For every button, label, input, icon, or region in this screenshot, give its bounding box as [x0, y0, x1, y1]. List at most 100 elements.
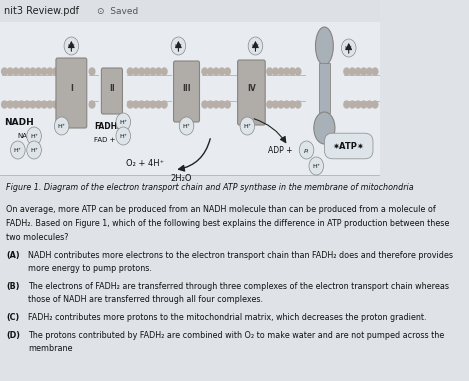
Bar — [319, 63, 330, 113]
Circle shape — [53, 101, 59, 108]
Text: IV: IV — [247, 83, 256, 93]
Circle shape — [8, 68, 13, 75]
Circle shape — [144, 101, 150, 108]
Text: H⁺: H⁺ — [119, 120, 127, 125]
Text: those of NADH are transferred through all four complexes.: those of NADH are transferred through al… — [29, 295, 264, 304]
Circle shape — [156, 68, 161, 75]
Circle shape — [41, 68, 47, 75]
Text: I: I — [70, 83, 73, 93]
Circle shape — [344, 68, 349, 75]
Circle shape — [133, 68, 139, 75]
Circle shape — [278, 101, 284, 108]
Circle shape — [13, 101, 19, 108]
Circle shape — [372, 68, 378, 75]
Circle shape — [219, 68, 225, 75]
Text: more energy to pump protons.: more energy to pump protons. — [29, 264, 152, 273]
Circle shape — [295, 68, 301, 75]
Text: On average, more ATP can be produced from an NADH molecule than can be produced : On average, more ATP can be produced fro… — [7, 205, 436, 214]
Text: III: III — [182, 83, 191, 93]
Circle shape — [202, 68, 208, 75]
Circle shape — [30, 68, 36, 75]
Circle shape — [171, 37, 186, 55]
Text: ADP +: ADP + — [268, 146, 295, 155]
Text: H⁺: H⁺ — [251, 43, 259, 48]
Ellipse shape — [314, 112, 335, 144]
Circle shape — [53, 68, 59, 75]
Text: FADH₂. Based on Figure 1, which of the following best explains the difference in: FADH₂. Based on Figure 1, which of the f… — [7, 219, 450, 228]
FancyBboxPatch shape — [238, 60, 265, 125]
Text: (B): (B) — [7, 282, 20, 291]
Text: H⁺: H⁺ — [182, 123, 190, 128]
Circle shape — [10, 141, 25, 159]
Text: H⁺: H⁺ — [30, 147, 38, 152]
Text: H⁺: H⁺ — [58, 123, 66, 128]
Circle shape — [150, 101, 156, 108]
Circle shape — [355, 68, 361, 75]
Circle shape — [133, 101, 139, 108]
Circle shape — [372, 101, 378, 108]
Circle shape — [208, 101, 213, 108]
Circle shape — [240, 117, 255, 135]
Text: membrane: membrane — [29, 344, 73, 353]
Text: H⁺: H⁺ — [174, 43, 182, 48]
Circle shape — [156, 101, 161, 108]
Circle shape — [89, 68, 95, 75]
Text: H⁺: H⁺ — [243, 123, 251, 128]
Bar — [0, 0, 380, 22]
Text: Pᵢ: Pᵢ — [304, 149, 309, 154]
Circle shape — [47, 68, 53, 75]
Circle shape — [367, 68, 372, 75]
Circle shape — [1, 101, 8, 108]
Text: H⁺: H⁺ — [14, 147, 22, 152]
Circle shape — [284, 101, 289, 108]
Circle shape — [267, 101, 272, 108]
Circle shape — [289, 68, 295, 75]
Circle shape — [27, 127, 41, 145]
Text: ✷ATP✷: ✷ATP✷ — [333, 141, 365, 150]
Text: two molecules?: two molecules? — [7, 233, 69, 242]
Text: The electrons of FADH₂ are transferred through three complexes of the electron t: The electrons of FADH₂ are transferred t… — [29, 282, 449, 291]
Text: NADH: NADH — [4, 117, 34, 126]
Circle shape — [144, 68, 150, 75]
Text: Figure 1. Diagram of the electron transport chain and ATP synthase in the membra: Figure 1. Diagram of the electron transp… — [7, 183, 414, 192]
Circle shape — [24, 68, 30, 75]
Circle shape — [116, 127, 130, 145]
Circle shape — [89, 101, 95, 108]
Bar — [0, 22, 380, 175]
Circle shape — [13, 68, 19, 75]
Text: 2H₂O: 2H₂O — [170, 173, 192, 182]
Text: II: II — [109, 83, 115, 93]
Circle shape — [27, 141, 41, 159]
Circle shape — [64, 37, 79, 55]
Circle shape — [349, 101, 355, 108]
Circle shape — [248, 37, 263, 55]
Circle shape — [349, 68, 355, 75]
Circle shape — [289, 101, 295, 108]
Circle shape — [24, 101, 30, 108]
Circle shape — [213, 101, 219, 108]
Text: H⁺: H⁺ — [30, 133, 38, 139]
Circle shape — [361, 101, 367, 108]
Circle shape — [219, 101, 225, 108]
Circle shape — [19, 101, 24, 108]
Circle shape — [139, 101, 144, 108]
Text: nit3 Review.pdf: nit3 Review.pdf — [4, 6, 79, 16]
Text: H⁺: H⁺ — [345, 45, 353, 51]
Circle shape — [179, 117, 194, 135]
Circle shape — [267, 68, 272, 75]
Circle shape — [150, 68, 156, 75]
Circle shape — [341, 39, 356, 57]
Text: (D): (D) — [7, 331, 21, 340]
Circle shape — [36, 68, 41, 75]
Text: O₂ + 4H⁺: O₂ + 4H⁺ — [126, 158, 164, 168]
Circle shape — [355, 101, 361, 108]
FancyBboxPatch shape — [174, 61, 199, 122]
Circle shape — [127, 68, 133, 75]
Circle shape — [361, 68, 367, 75]
Text: NADH contributes more electrons to the electron transport chain than FADH₂ does : NADH contributes more electrons to the e… — [29, 251, 454, 260]
Text: H⁺: H⁺ — [119, 133, 127, 139]
Circle shape — [367, 101, 372, 108]
Circle shape — [8, 101, 13, 108]
Text: (A): (A) — [7, 251, 20, 260]
FancyBboxPatch shape — [101, 68, 122, 114]
